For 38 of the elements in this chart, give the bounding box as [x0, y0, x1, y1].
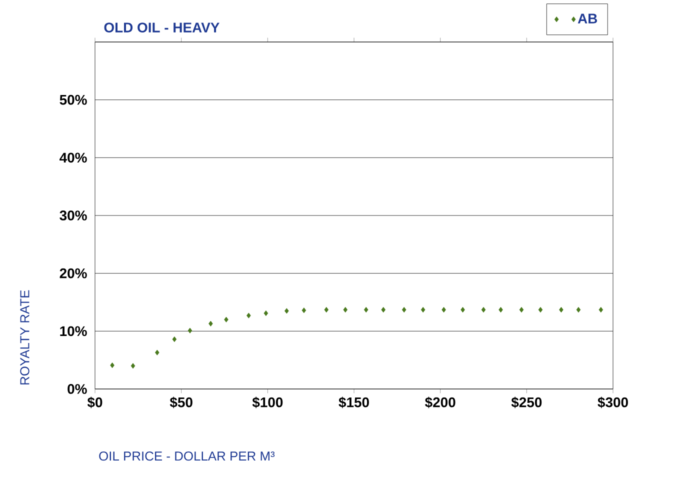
x-axis-title: OIL PRICE - DOLLAR PER M³ — [99, 451, 275, 461]
point — [381, 306, 386, 313]
point — [538, 306, 543, 313]
point — [324, 306, 329, 313]
point — [224, 316, 228, 322]
x-tick-label: $0 — [87, 396, 102, 408]
y-tick-label: 20% — [60, 268, 87, 278]
point — [302, 308, 306, 314]
x-tick-label: $50 — [170, 396, 192, 408]
point — [364, 306, 368, 313]
chart-title: OLD OIL - HEAVY — [104, 22, 220, 32]
point — [130, 363, 136, 369]
point — [519, 306, 524, 313]
x-tick-label: $300 — [598, 396, 628, 408]
legend-label: AB — [578, 14, 598, 24]
x-tick-label: $250 — [511, 396, 542, 408]
x-tick-label: $150 — [338, 396, 369, 408]
point — [246, 312, 251, 318]
point — [172, 336, 177, 342]
y-tick-label: 40% — [60, 152, 87, 163]
point — [576, 306, 581, 313]
point — [264, 310, 268, 316]
y-tick-label: 30% — [60, 210, 87, 220]
x-tick-label: $200 — [425, 396, 456, 408]
point — [402, 306, 406, 313]
point — [208, 320, 213, 326]
point — [420, 306, 426, 313]
point — [481, 306, 486, 313]
point — [284, 308, 289, 314]
point — [155, 350, 160, 356]
point — [188, 328, 192, 334]
y-tick-label: 50% — [60, 94, 87, 105]
y-axis-title: ROYALTY RATE — [20, 290, 30, 384]
point — [598, 306, 604, 313]
y-tick-label: 0% — [68, 384, 87, 394]
point — [343, 306, 348, 313]
x-tick-label: $100 — [252, 396, 283, 408]
y-tick-label: 10% — [60, 326, 87, 336]
